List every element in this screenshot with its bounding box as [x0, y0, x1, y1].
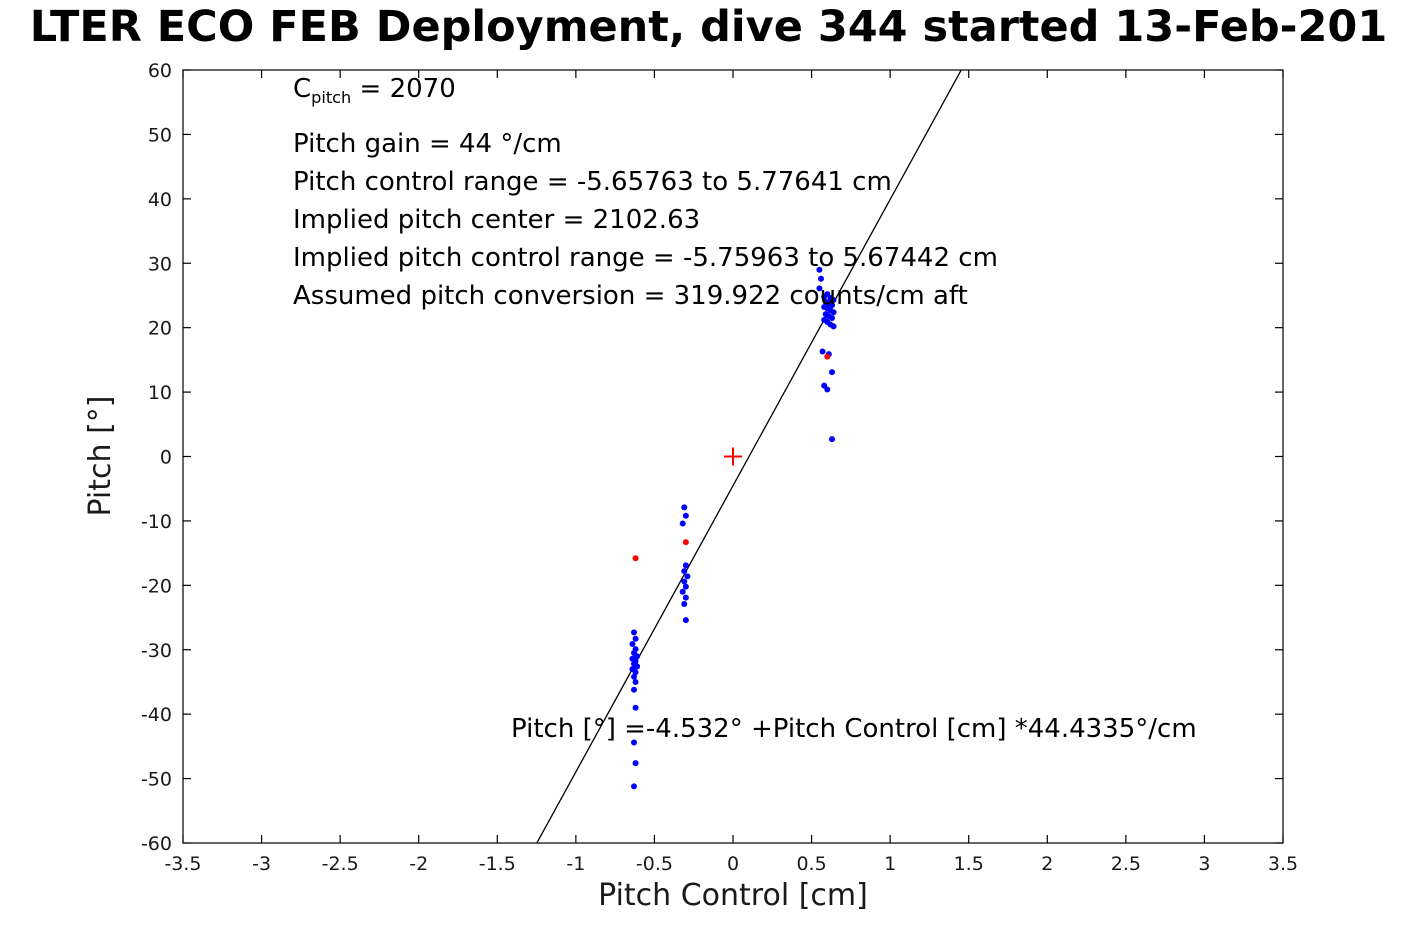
data-point	[632, 555, 639, 562]
x-tick-label: -1	[566, 853, 585, 875]
data-point	[824, 386, 831, 393]
y-tick-label: -50	[141, 769, 172, 791]
annotation-line: Pitch gain = 44 °/cm	[293, 129, 562, 160]
data-point	[632, 678, 639, 685]
fit-line	[536, 70, 962, 843]
data-point	[679, 520, 686, 527]
data-point	[631, 686, 637, 693]
data-point	[830, 323, 837, 330]
annotation-line: Implied pitch control range = -5.75963 t…	[293, 243, 998, 274]
x-tick-label: 1.5	[954, 853, 984, 875]
data-point	[816, 285, 823, 292]
y-tick-label: 40	[148, 189, 172, 211]
data-point	[819, 348, 826, 355]
data-point	[681, 568, 688, 575]
data-point	[681, 601, 688, 608]
x-tick-label: -3.5	[164, 853, 201, 875]
data-point	[829, 302, 835, 309]
x-tick-label: -1.5	[479, 853, 516, 875]
y-tick-label: 0	[160, 447, 172, 469]
annotation-line: Assumed pitch conversion = 319.922 count…	[293, 281, 968, 312]
data-point	[829, 369, 835, 376]
data-point	[679, 588, 686, 595]
annotation-line: Cpitch = 2070	[293, 74, 456, 108]
annotation-line: Pitch control range = -5.65763 to 5.7764…	[293, 167, 892, 198]
figure-title: LTER ECO FEB Deployment, dive 344 starte…	[29, 2, 1388, 52]
x-axis-label: Pitch Control [cm]	[598, 878, 868, 913]
y-tick-label: 50	[148, 124, 172, 146]
data-point	[830, 309, 837, 316]
calibration-annotations: Cpitch = 2070 Pitch gain = 44 °/cm Pitch c…	[293, 70, 998, 315]
data-point	[632, 669, 639, 676]
x-tick-label: 0.5	[796, 853, 826, 875]
data-point	[631, 783, 637, 790]
data-point	[681, 504, 688, 511]
data-point	[682, 512, 689, 519]
data-point	[681, 578, 688, 585]
series-pitch-samples	[629, 266, 837, 790]
data-point	[829, 436, 835, 443]
x-tick-label: 0	[727, 853, 739, 875]
annotation-line: Implied pitch center = 2102.63	[293, 205, 701, 236]
data-point	[634, 653, 641, 660]
y-tick-label: 10	[148, 382, 172, 404]
data-point	[682, 583, 689, 590]
y-tick-label: -20	[141, 575, 172, 597]
x-tick-label: -2.5	[322, 853, 359, 875]
data-point	[682, 617, 689, 624]
x-tick-label: -3	[252, 853, 271, 875]
data-point	[632, 635, 639, 642]
y-tick-label: -30	[141, 640, 172, 662]
data-point	[631, 739, 637, 746]
data-point	[824, 353, 831, 360]
data-point	[682, 539, 689, 546]
data-point	[682, 594, 689, 601]
x-tick-label: 2.5	[1111, 853, 1141, 875]
data-point	[821, 293, 828, 300]
data-point	[816, 266, 823, 273]
data-point	[829, 315, 835, 322]
x-tick-label: 2	[1041, 853, 1053, 875]
series-origin-marker	[724, 447, 742, 466]
y-tick-label: -40	[141, 704, 172, 726]
data-point	[631, 673, 637, 680]
data-point	[631, 629, 637, 636]
y-tick-label: -60	[141, 833, 172, 855]
data-point	[682, 562, 689, 569]
x-tick-label: -0.5	[636, 853, 673, 875]
x-tick-label: -2	[409, 853, 428, 875]
series-flagged-samples	[632, 353, 831, 562]
y-tick-label: 60	[148, 60, 172, 82]
x-tick-label: 1	[884, 853, 896, 875]
y-tick-label: 30	[148, 253, 172, 275]
data-point	[818, 275, 824, 282]
data-point	[629, 640, 636, 647]
y-tick-label: -10	[141, 511, 172, 533]
y-tick-label: 20	[148, 318, 172, 340]
data-point	[830, 296, 837, 303]
x-tick-label: 3.5	[1268, 853, 1298, 875]
fit-equation: Pitch [°] =-4.532° +Pitch Control [cm] *…	[511, 714, 1197, 744]
y-axis-label: Pitch [°]	[83, 395, 118, 517]
data-point	[632, 760, 639, 767]
data-point	[632, 704, 639, 711]
x-tick-label: 3	[1198, 853, 1210, 875]
data-point	[634, 663, 641, 670]
data-point	[684, 573, 691, 580]
